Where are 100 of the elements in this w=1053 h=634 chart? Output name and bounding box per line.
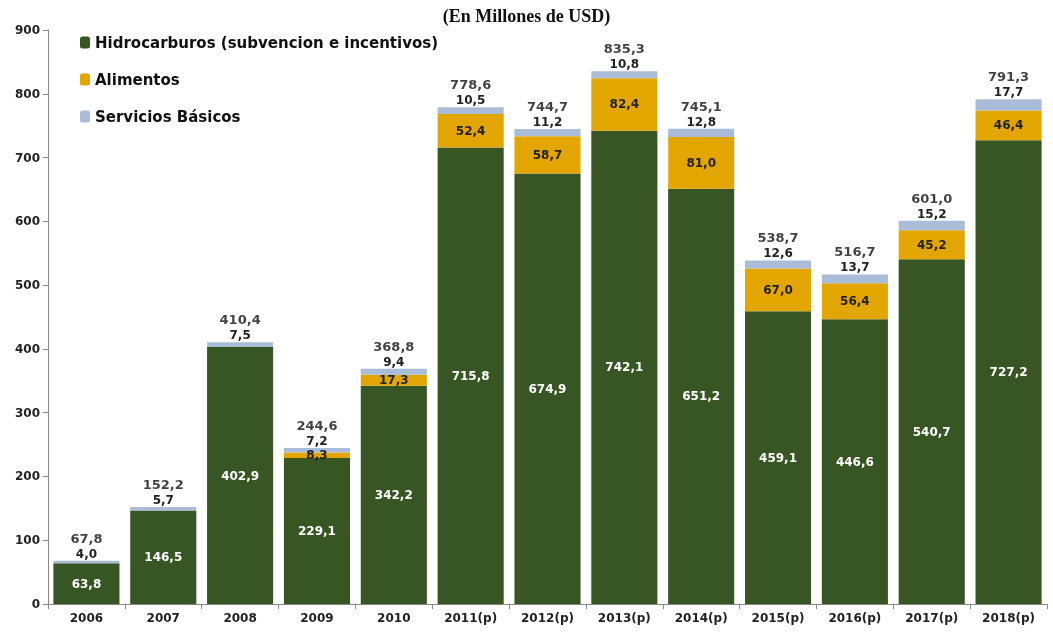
bar [668,137,735,189]
x-tick-label: 2011(p) [444,611,498,625]
x-tick-label: 2013(p) [597,611,651,625]
y-tick-label: 400 [14,341,40,356]
data-label: 10,8 [609,57,640,72]
bar [53,563,120,604]
y-tick-label: 600 [14,214,40,229]
bar [821,274,888,284]
bar [207,342,274,348]
y-tick-label: 0 [31,597,40,611]
data-label: 17,3 [379,373,409,388]
bar [591,130,658,604]
data-label: 52,4 [455,123,486,138]
bar [744,311,812,604]
bar [975,140,1042,604]
x-tick-label: 2009 [300,611,334,625]
x-tick-label: 2016(p) [828,611,882,625]
bar [591,71,658,79]
data-label: 146,5 [144,550,183,565]
bar [975,99,1042,111]
bar [821,283,888,320]
data-label: 15,2 [916,206,947,221]
bar [514,136,581,174]
data-label: 56,4 [840,294,870,309]
bar [360,368,427,375]
data-label: 402,9 [221,468,260,483]
bar [437,107,504,115]
total-label: 410,4 [219,312,261,328]
y-tick-label: 500 [14,278,40,293]
total-label: 368,8 [373,338,415,354]
legend-label: Alimentos [95,70,180,89]
data-label: 715,8 [451,368,490,383]
data-label: 63,8 [71,576,102,591]
x-tick-label: 2015(p) [751,611,805,625]
legend-label: Servicios Básicos [95,107,241,126]
data-label: 540,7 [912,424,951,439]
x-tick-label: 2014(p) [674,611,728,625]
bar [898,259,965,604]
bar [437,147,504,604]
total-label: 601,0 [911,190,953,206]
bar [898,220,965,231]
x-tick-label: 2008 [223,611,257,625]
data-label: 11,2 [532,114,563,129]
total-label: 244,6 [296,418,338,433]
bar [744,268,812,312]
bar [898,230,965,260]
bar [130,510,197,604]
data-label: 727,2 [989,365,1028,380]
data-label: 82,4 [609,97,640,112]
data-label: 5,7 [152,492,174,507]
bar [668,128,735,138]
y-tick-label: 300 [14,405,40,420]
data-label: 651,2 [682,389,721,404]
x-tick-label: 2012(p) [521,611,574,625]
x-tick-label: 2007 [146,611,180,625]
bar [514,173,581,604]
y-tick-label: 900 [14,23,40,37]
y-tick-label: 800 [14,86,40,101]
total-label: 791,3 [988,69,1030,85]
y-tick-label: 100 [14,533,40,548]
bar [744,260,812,269]
x-tick-label: 2006 [69,611,104,625]
chart-title: (En Millones de USD) [442,6,611,27]
data-label: 13,7 [840,260,870,275]
total-label: 516,7 [834,244,876,260]
data-label: 81,0 [686,155,716,170]
bar [207,347,274,604]
bar [668,188,735,604]
data-label: 12,8 [686,114,716,129]
total-label: 67,8 [70,530,103,546]
data-label: 674,9 [528,381,567,396]
data-label: 58,7 [532,147,563,162]
data-label: 7,5 [229,328,251,343]
x-tick-label: 2010 [377,611,411,625]
x-tick-label: 2018(p) [982,611,1036,625]
bar [821,319,888,604]
total-label: 744,7 [526,98,569,114]
bar [360,385,427,604]
data-label: 446,6 [835,454,874,469]
bar [514,128,581,137]
data-label: 229,1 [297,523,336,538]
data-label: 742,1 [605,360,644,375]
data-label: 459,1 [759,450,798,465]
x-tick-label: 2017(p) [905,611,959,625]
total-label: 835,3 [603,41,645,57]
data-label: 4,0 [75,546,98,561]
total-label: 778,6 [450,77,492,93]
bar [437,114,504,148]
data-label: 10,5 [455,93,486,108]
total-label: 538,7 [757,230,799,246]
data-label: 17,7 [993,85,1024,100]
total-label: 745,1 [680,98,722,114]
bar [130,506,197,511]
y-tick-label: 200 [14,469,40,484]
bar [591,78,658,131]
legend-label: Hidrocarburos (subvencion e incentivos) [95,33,439,52]
data-label: 46,4 [993,118,1024,133]
data-label: 67,0 [763,282,793,297]
data-label: 342,2 [374,487,413,502]
data-label: 9,4 [383,354,405,369]
